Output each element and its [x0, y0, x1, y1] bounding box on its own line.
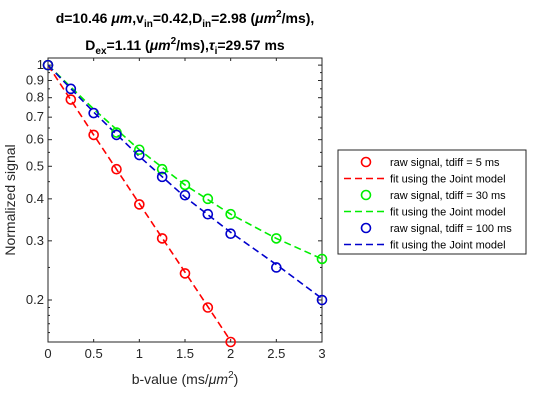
- data-point-series-4: [88, 107, 99, 119]
- data-point-series-2: [134, 144, 145, 156]
- data-point-series-2: [225, 208, 236, 220]
- x-tick-label: 1: [136, 346, 143, 361]
- legend-entry-label: fit using the Joint model: [390, 174, 506, 186]
- data-point-series-0: [179, 268, 191, 279]
- fit-line-series-3: [47, 64, 323, 260]
- data-markers: [42, 59, 328, 348]
- data-point-series-4: [134, 149, 145, 161]
- legend-entry-label: fit using the Joint model: [390, 240, 506, 252]
- data-point-series-2: [202, 193, 214, 205]
- data-point-series-0: [225, 336, 236, 348]
- x-axis-label: b-value (ms/μm2): [132, 370, 239, 387]
- data-point-series-4: [225, 228, 236, 240]
- x-tick-label: 1.5: [176, 346, 194, 361]
- data-point-series-4: [271, 262, 282, 273]
- x-tick-label: 0.5: [85, 346, 103, 361]
- y-tick-label: 0.3: [26, 233, 44, 248]
- y-tick-label: 0.2: [26, 292, 44, 307]
- data-point-series-0: [202, 302, 214, 313]
- data-point-series-4: [111, 129, 122, 141]
- legend-box: [337, 149, 527, 255]
- data-point-series-0: [156, 233, 168, 244]
- fit-line-series-5: [47, 64, 323, 300]
- data-point-series-2: [271, 233, 282, 244]
- legend-entry-label: raw signal, tdiff = 30 ms: [390, 190, 506, 202]
- fit-lines: [47, 64, 323, 342]
- chart-title-line2: Dex=1.11 (μm2/ms),τi=29.57 ms: [85, 36, 285, 57]
- data-point-series-4: [179, 189, 191, 201]
- y-tick-label: 0.4: [26, 191, 44, 206]
- legend-entry-label: raw signal, tdiff = 5 ms: [390, 157, 500, 169]
- legend-marker-swatch: [360, 222, 372, 234]
- data-point-series-0: [88, 129, 99, 141]
- legend-marker-swatch: [360, 156, 372, 168]
- data-point-series-2: [156, 163, 168, 175]
- data-point-series-4: [42, 59, 54, 71]
- chart-title-line1: d=10.46 μm,vin=0.42,Din=2.98 (μm2/ms),: [56, 9, 315, 30]
- data-point-series-2: [179, 179, 191, 191]
- data-point-series-4: [156, 171, 168, 183]
- x-tick-label: 3: [318, 346, 325, 361]
- x-tick-label: 2.5: [267, 346, 285, 361]
- data-point-series-4: [202, 208, 214, 220]
- data-point-series-0: [111, 163, 122, 175]
- data-point-series-0: [65, 94, 77, 105]
- legend-entry-label: fit using the Joint model: [390, 207, 506, 219]
- y-tick-label: 1: [37, 57, 44, 72]
- y-tick-label: 0.8: [26, 90, 44, 105]
- axis-ticks: 0 0.5 1 1.5 2 2.5 30.20.30.40.50.60.70.80.91: [26, 57, 326, 361]
- data-point-series-4: [316, 294, 328, 306]
- y-tick-label: 0.7: [26, 109, 44, 124]
- y-tick-label: 0.6: [26, 132, 44, 147]
- x-tick-label: 0: [44, 346, 51, 361]
- data-point-series-2: [316, 253, 328, 265]
- y-axis-label: Normalized signal: [2, 144, 18, 255]
- fit-line-series-1: [47, 64, 232, 342]
- legend: raw signal, tdiff = 5 ms fit using the Jo…: [337, 149, 527, 255]
- legend-marker-swatch: [360, 189, 372, 201]
- legend-entry-label: raw signal, tdiff = 100 ms: [390, 223, 512, 235]
- y-tick-label: 0.9: [26, 72, 44, 87]
- data-point-series-4: [65, 83, 77, 95]
- data-point-series-0: [134, 199, 145, 210]
- x-tick-label: 2: [227, 346, 234, 361]
- y-tick-label: 0.5: [26, 158, 44, 173]
